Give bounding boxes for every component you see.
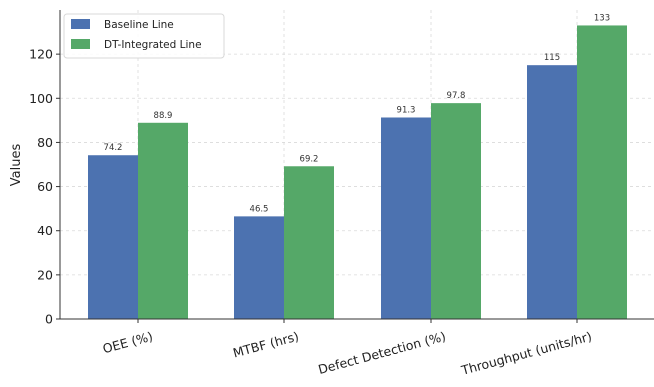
y-axis-title: Values [9, 144, 24, 187]
y-tick-label-100: 100 [29, 91, 53, 106]
y-tick-label-80: 80 [37, 135, 53, 150]
value-label-dt-integrated-0: 88.9 [154, 111, 173, 121]
bar-baseline-0 [88, 155, 138, 319]
legend-swatch-baseline [71, 19, 90, 29]
bar-dt-integrated-3 [577, 25, 627, 319]
bar-dt-integrated-2 [431, 103, 481, 320]
legend-label-baseline: Baseline Line [104, 19, 174, 31]
value-label-baseline-1: 46.5 [250, 204, 269, 214]
legend-swatch-dt-integrated [71, 39, 90, 49]
bar-dt-integrated-1 [284, 166, 334, 319]
bar-baseline-3 [527, 65, 577, 319]
value-label-baseline-2: 91.3 [397, 105, 416, 115]
bars [88, 25, 627, 320]
value-label-dt-integrated-3: 133 [594, 13, 610, 23]
y-tick-label-20: 20 [37, 267, 53, 282]
value-labels: 74.2 46.5 91.3 115 88.9 69.2 97.8 133 [104, 13, 611, 214]
legend: Baseline Line DT-Integrated Line [63, 13, 225, 59]
y-tick-label-120: 120 [29, 47, 53, 62]
value-label-dt-integrated-2: 97.8 [447, 91, 466, 101]
legend-box [63, 13, 225, 59]
value-label-dt-integrated-1: 69.2 [300, 154, 319, 164]
bar-baseline-1 [234, 216, 284, 319]
legend-label-dt-integrated: DT-Integrated Line [104, 39, 202, 51]
y-tick-label-60: 60 [37, 179, 53, 194]
value-label-baseline-0: 74.2 [104, 143, 123, 153]
value-label-baseline-3: 115 [544, 53, 560, 63]
y-tick-label-40: 40 [37, 223, 53, 238]
bar-dt-integrated-0 [138, 122, 188, 319]
bar-baseline-2 [381, 117, 431, 319]
y-tick-label-0: 0 [45, 312, 53, 327]
